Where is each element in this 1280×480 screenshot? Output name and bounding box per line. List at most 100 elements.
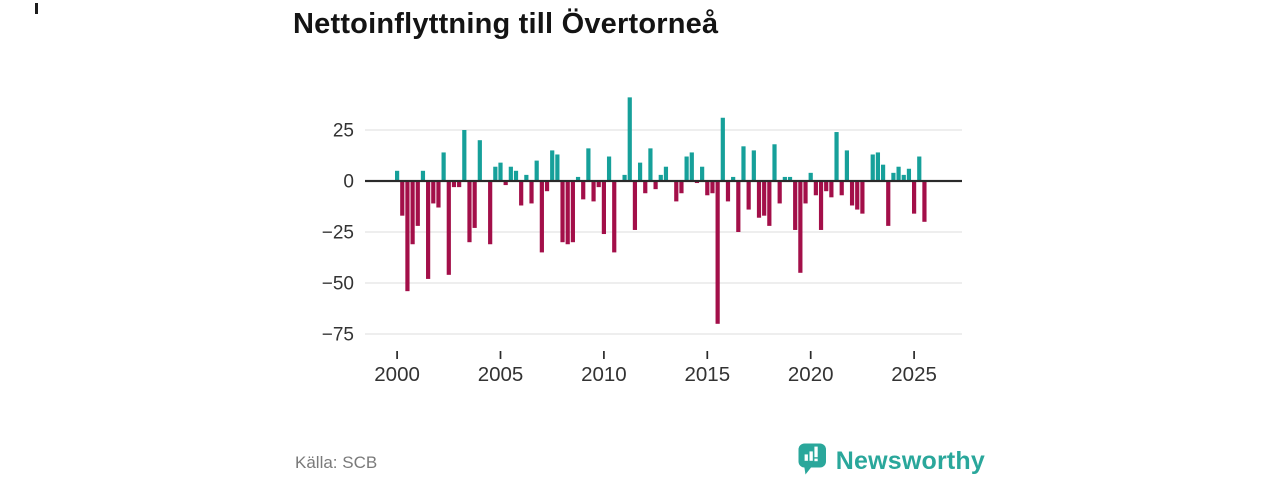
bar: [570, 181, 575, 243]
newsworthy-logo-text: Newsworthy: [835, 447, 985, 475]
y-tick-label: 25: [333, 121, 354, 142]
bar: [844, 150, 849, 181]
bar: [725, 181, 731, 202]
bar: [405, 181, 410, 292]
bar: [627, 97, 632, 181]
bar: [436, 181, 441, 208]
bar: [787, 176, 793, 181]
bar: [762, 181, 767, 216]
y-tick-label: −50: [322, 274, 354, 295]
bar: [803, 181, 808, 204]
bar: [860, 181, 865, 214]
bar: [731, 176, 736, 181]
bar: [519, 181, 524, 206]
bar: [684, 156, 689, 181]
x-tick-label: 2020: [788, 363, 834, 386]
bar: [756, 181, 762, 218]
bar: [880, 164, 886, 181]
bar: [524, 174, 529, 181]
bar: [700, 166, 705, 181]
bar: [513, 170, 519, 181]
bar: [813, 181, 818, 196]
bar: [891, 172, 896, 181]
bar: [834, 132, 839, 181]
bar: [705, 181, 710, 196]
chart-title: Nettoinflyttning till Övertorneå: [293, 8, 719, 40]
bar: [581, 181, 586, 200]
bar: [503, 181, 508, 186]
zero-line: [365, 179, 962, 183]
source-note: Källa: SCB: [295, 453, 378, 472]
bar: [632, 181, 638, 230]
bar: [462, 130, 467, 181]
bar: [767, 181, 772, 226]
bar: [637, 162, 643, 181]
bar: [420, 170, 426, 181]
bar: [395, 170, 400, 181]
x-tick-label: 2000: [374, 363, 420, 386]
bar: [612, 181, 617, 253]
bar: [441, 152, 446, 181]
bar: [741, 146, 746, 181]
newsworthy-logo-icon: [797, 442, 828, 480]
newsworthy-logo: Newsworthy: [797, 442, 985, 480]
bar: [798, 181, 803, 273]
y-tick-label: −25: [322, 223, 354, 244]
bar: [855, 181, 860, 210]
bar: [751, 150, 756, 181]
bar: [560, 181, 565, 243]
bar: [622, 174, 627, 181]
bar: [679, 181, 684, 194]
bar: [901, 174, 906, 181]
bar: [736, 181, 741, 232]
bar: [539, 181, 544, 253]
bar: [870, 154, 875, 181]
x-tick-label: 2025: [891, 363, 937, 386]
bar: [529, 181, 534, 204]
bar: [467, 181, 472, 243]
bar: [922, 181, 927, 222]
bar: [793, 181, 798, 230]
bar: [591, 181, 596, 202]
bar: [663, 166, 669, 181]
bar: [689, 152, 694, 181]
bar: [498, 162, 503, 181]
y-tick-label: −75: [322, 325, 354, 346]
bar: [715, 181, 720, 324]
bar: [710, 181, 715, 194]
bar: [446, 181, 451, 275]
bar: [808, 172, 813, 181]
bar: [451, 181, 457, 188]
bar: [746, 181, 751, 210]
bar: [555, 154, 560, 181]
bar: [477, 140, 482, 181]
bar: [648, 148, 653, 181]
corner-mark: [35, 3, 38, 14]
bar: [782, 176, 787, 181]
bar: [777, 181, 782, 204]
bar: [426, 181, 431, 279]
x-tick-label: 2015: [684, 363, 730, 386]
bar: [658, 174, 663, 181]
bar: [488, 181, 493, 245]
bar: [586, 148, 591, 181]
bar: [829, 181, 834, 198]
bar: [720, 117, 725, 181]
bar: [508, 166, 513, 181]
bar: [544, 181, 550, 192]
bar: [606, 156, 612, 181]
bar: [534, 160, 539, 181]
bar: [849, 181, 855, 206]
y-tick-label: 0: [343, 172, 354, 193]
bar: [643, 181, 648, 194]
x-tick-label: 2010: [581, 363, 627, 386]
bar: [896, 166, 901, 181]
bar: [575, 176, 581, 181]
bar: [431, 181, 436, 204]
bar: [674, 181, 679, 202]
bar: [839, 181, 844, 196]
bar: [772, 144, 777, 181]
bar: [493, 166, 498, 181]
